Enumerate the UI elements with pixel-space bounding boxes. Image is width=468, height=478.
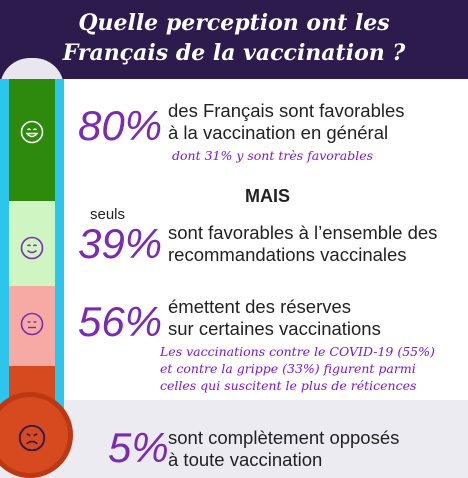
very-happy-face-icon	[20, 120, 44, 144]
thermometer-band-pink	[9, 286, 55, 366]
thermometer-band-green	[9, 79, 55, 201]
stat-description-favorable-line-1: des Français sont favorables	[168, 100, 405, 121]
page-title-line-1: Quelle perception ont les	[78, 10, 390, 36]
page-header: Quelle perception ont les Français de la…	[0, 0, 468, 79]
stat-description-reservations-line-2: sur certaines vaccinations	[168, 318, 381, 339]
stat-percent-opposed: 5%	[108, 424, 169, 471]
stat-note-reticence-line-1: Les vaccinations contre le COVID-19 (55%…	[160, 344, 435, 359]
stat-description-favorable-line-2: à la vaccination en général	[168, 122, 389, 143]
stat-percent-favorable: 80%	[78, 102, 163, 149]
stat-description-reservations-line-1: émettent des réserves	[168, 296, 352, 317]
page-title-line-2: Français de la vaccination ?	[62, 40, 406, 66]
neutral-face-icon	[20, 312, 44, 336]
stat-description-all-recommendations-line-1: sont favorables à l’ensemble des	[168, 222, 438, 243]
thermometer-band-light-green	[9, 201, 55, 286]
content-area	[0, 79, 468, 390]
thermometer-edge-left	[0, 79, 9, 409]
last-row-background	[0, 400, 468, 478]
stat-percent-reservations: 56%	[78, 298, 163, 345]
stat-description-opposed-line-1: sont complètement opposés	[168, 427, 400, 448]
thermometer-edge-right	[55, 79, 64, 409]
stat-note-very-favorable: dont 31% y sont très favorables	[172, 148, 374, 163]
stat-description-all-recommendations-line-2: recommandations vaccinales	[168, 244, 407, 265]
sad-face-icon	[18, 424, 46, 452]
stat-percent-all-recommendations: 39%	[78, 220, 163, 267]
stat-description-opposed-line-2: à toute vaccination	[168, 449, 323, 470]
separator-mais: MAIS	[245, 186, 290, 206]
smiling-face-icon	[20, 236, 44, 260]
stat-note-reticence-line-2: et contre la grippe (33%) figurent parmi	[160, 361, 416, 376]
stat-prefix-seuls: seuls	[90, 206, 126, 223]
stat-note-reticence-line-3: celles qui suscitent le plus de réticenc…	[160, 378, 417, 393]
